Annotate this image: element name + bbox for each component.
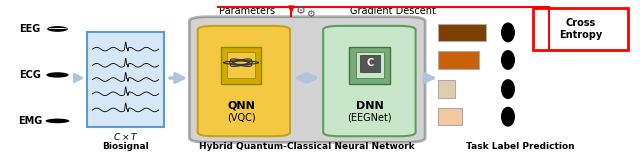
FancyBboxPatch shape (88, 32, 164, 127)
Text: $C \times T$: $C \times T$ (113, 131, 138, 142)
Text: Parameters: Parameters (219, 6, 275, 16)
FancyBboxPatch shape (323, 26, 415, 136)
Text: ⚙: ⚙ (306, 9, 315, 19)
Ellipse shape (501, 50, 515, 70)
Ellipse shape (47, 26, 68, 32)
Text: (VQC): (VQC) (227, 113, 255, 123)
FancyBboxPatch shape (198, 26, 290, 136)
Text: Gradient Descent: Gradient Descent (350, 6, 436, 16)
Text: Task Label Prediction: Task Label Prediction (467, 142, 575, 151)
Text: DNN: DNN (356, 101, 383, 111)
Ellipse shape (501, 22, 515, 42)
Text: (EEGNet): (EEGNet) (348, 113, 392, 123)
FancyBboxPatch shape (227, 52, 255, 78)
FancyBboxPatch shape (360, 55, 380, 72)
Ellipse shape (501, 79, 515, 99)
Text: Biosignal: Biosignal (102, 142, 149, 151)
Ellipse shape (501, 107, 515, 127)
FancyBboxPatch shape (534, 7, 628, 50)
Text: EEG: EEG (19, 24, 41, 34)
Text: C: C (366, 58, 373, 68)
Ellipse shape (46, 72, 68, 78)
Ellipse shape (45, 119, 69, 123)
FancyBboxPatch shape (438, 51, 479, 69)
Text: QNN: QNN (227, 101, 255, 111)
Text: ECG: ECG (19, 70, 41, 80)
Text: Hybrid Quantum-Classical Neural Network: Hybrid Quantum-Classical Neural Network (200, 142, 415, 151)
Text: Cross
Entropy: Cross Entropy (559, 18, 602, 40)
FancyBboxPatch shape (221, 47, 261, 84)
FancyBboxPatch shape (189, 17, 425, 142)
FancyBboxPatch shape (356, 52, 384, 78)
FancyBboxPatch shape (438, 24, 486, 41)
Text: ⚙: ⚙ (296, 6, 306, 16)
FancyBboxPatch shape (349, 47, 390, 84)
FancyBboxPatch shape (438, 80, 454, 98)
Text: EMG: EMG (18, 116, 42, 126)
FancyBboxPatch shape (438, 108, 462, 125)
